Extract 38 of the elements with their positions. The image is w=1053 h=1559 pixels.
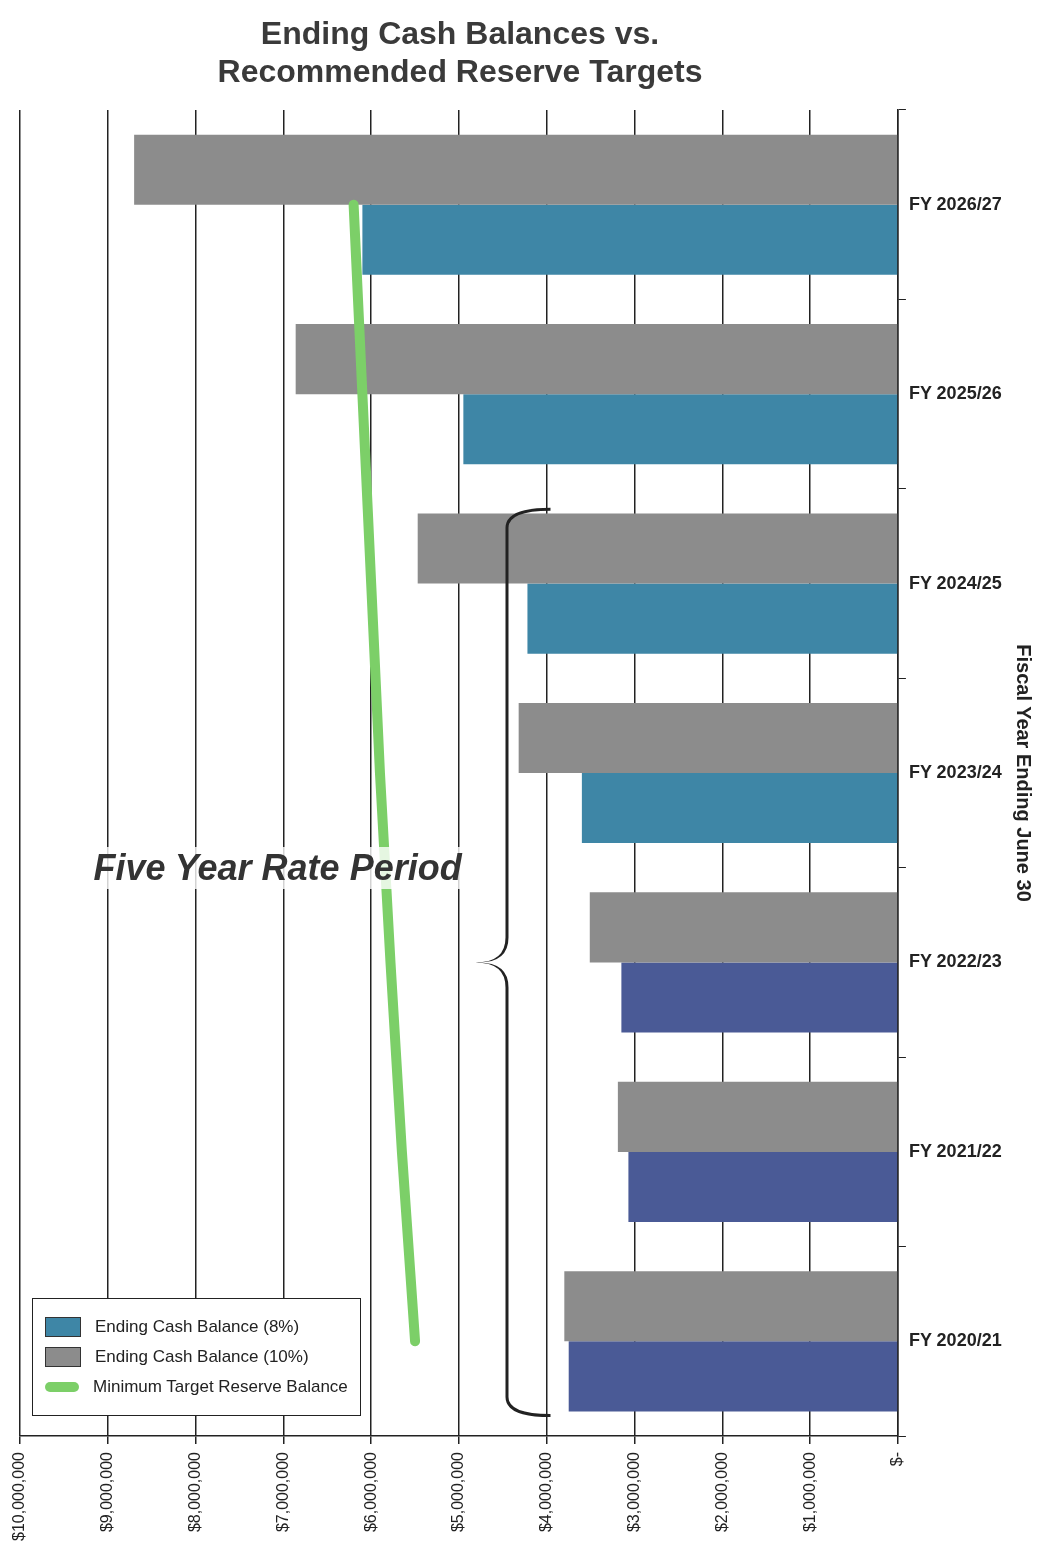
bar [568, 1341, 898, 1412]
y-tick-label: FY 2024/25 [908, 572, 1002, 593]
chart-title: Ending Cash Balances vs. Recommended Reserve Targets [216, 14, 704, 91]
x-tick-label: $3,000,000 [624, 1451, 642, 1533]
bar [581, 773, 898, 844]
x-tick-label: $10,000,000 [10, 1451, 28, 1542]
bar [621, 962, 898, 1033]
y-axis-title: Fiscal Year Ending June 30 [1013, 644, 1036, 902]
x-tick-label: $9,000,000 [98, 1451, 116, 1533]
annotation: Five Year Rate Period [89, 846, 466, 889]
x-tick-label: $7,000,000 [273, 1451, 291, 1533]
y-tick-label: FY 2021/22 [908, 1140, 1002, 1161]
x-tick-label: $4,000,000 [537, 1451, 555, 1533]
legend-label: Ending Cash Balance (10%) [95, 1347, 309, 1368]
bar [417, 513, 898, 584]
bar [564, 1271, 898, 1342]
bar [589, 892, 898, 963]
x-tick-label: $5,000,000 [449, 1451, 467, 1533]
legend-label: Ending Cash Balance (8%) [95, 1317, 300, 1338]
legend-label: Minimum Target Reserve Balance [93, 1377, 348, 1398]
bar [518, 702, 898, 774]
x-tick-label: $- [888, 1452, 906, 1467]
x-tick-label: $1,000,000 [800, 1451, 818, 1533]
y-tick-label: FY 2022/23 [908, 951, 1002, 972]
bar [295, 324, 898, 395]
bar [134, 134, 898, 205]
x-tick-label: $8,000,000 [185, 1451, 203, 1533]
y-tick-label: FY 2025/26 [908, 383, 1002, 404]
y-tick-label: FY 2026/27 [908, 193, 1002, 214]
bar [628, 1151, 898, 1222]
bar [617, 1081, 898, 1152]
y-tick-label: FY 2020/21 [908, 1330, 1002, 1351]
x-tick-label: $2,000,000 [712, 1451, 730, 1533]
bar [527, 583, 898, 654]
bar [463, 394, 898, 465]
bar [362, 204, 898, 275]
x-tick-label: $6,000,000 [361, 1451, 379, 1533]
y-tick-label: FY 2023/24 [908, 761, 1002, 782]
